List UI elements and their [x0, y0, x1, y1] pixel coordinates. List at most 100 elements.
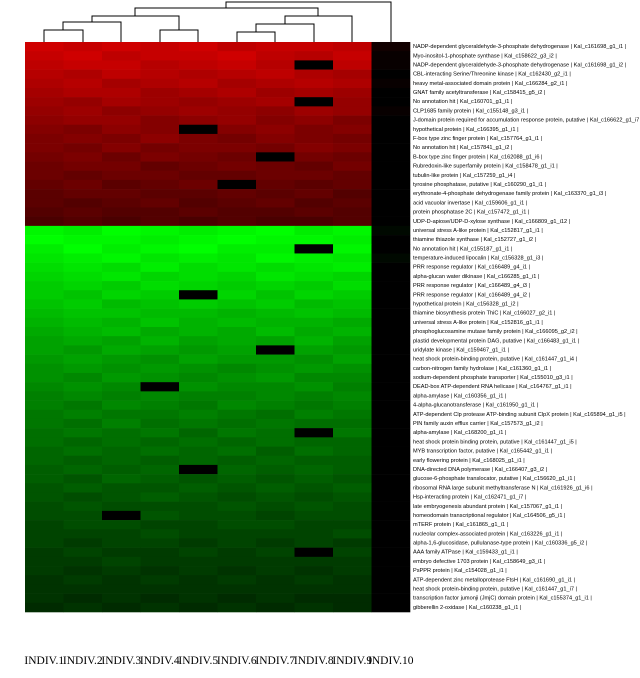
- row-label: plastid developmental protein DAG, putat…: [413, 338, 579, 344]
- heatmap-cell: [217, 281, 257, 291]
- heatmap-cell: [25, 143, 64, 153]
- heatmap-cell: [63, 547, 103, 558]
- heatmap-cell: [179, 42, 218, 52]
- row-label: temperature-induced lipocalin | Kal_c156…: [413, 256, 543, 262]
- heatmap-cell: [140, 290, 180, 300]
- heatmap-cell: [25, 170, 64, 181]
- heatmap-cell: [140, 372, 180, 383]
- heatmap-cell: [294, 179, 334, 190]
- heatmap-cell: [179, 235, 218, 245]
- heatmap-cell: [256, 409, 295, 420]
- heatmap-cell: [294, 124, 334, 135]
- heatmap-cell: [333, 566, 372, 576]
- heatmap-cell: [179, 474, 218, 484]
- row-label: erythronate-4-phosphate dehydrogenase fa…: [413, 191, 606, 197]
- row-label: ribosomal RNA large subunit methyltransf…: [413, 485, 593, 491]
- row-label: phosphoglucosamine mutase family protein…: [413, 329, 578, 335]
- heatmap-cell: [217, 391, 257, 401]
- heatmap-cell: [217, 106, 257, 116]
- heatmap-cell: [333, 161, 372, 172]
- heatmap-cell: [63, 207, 103, 217]
- heatmap-cell: [140, 483, 180, 493]
- heatmap-cell: [179, 290, 218, 300]
- heatmap-cell: [63, 345, 103, 355]
- heatmap-cell: [256, 400, 295, 411]
- column-label: INDIV.5: [178, 655, 218, 667]
- heatmap-cell: [333, 363, 372, 374]
- heatmap-cell: [256, 538, 295, 548]
- heatmap-cell: [256, 69, 295, 80]
- heatmap-cell: [140, 78, 180, 89]
- heatmap-cell: [333, 556, 372, 567]
- heatmap-cell: [25, 133, 64, 144]
- heatmap-cell: [256, 143, 295, 153]
- heatmap-cell: [179, 345, 218, 355]
- heatmap-cell: [333, 262, 372, 273]
- heatmap-cell: [217, 262, 257, 273]
- heatmap-cell: [63, 363, 103, 374]
- heatmap-cell: [140, 106, 180, 116]
- row-label: DNA-directed DNA polymerase | Kal_c16640…: [413, 467, 547, 473]
- heatmap-cell: [371, 372, 411, 383]
- heatmap-cell: [256, 345, 295, 355]
- column-label: INDIV.7: [255, 655, 295, 667]
- heatmap-cell: [25, 593, 64, 604]
- heatmap-cell: [102, 327, 141, 337]
- heatmap-cell: [140, 428, 180, 438]
- heatmap-cell: [179, 409, 218, 420]
- row-label: hypothetical protein | Kal_c166395_g1_i1…: [413, 127, 519, 133]
- heatmap-cell: [102, 501, 141, 512]
- heatmap-cell: [140, 51, 180, 61]
- heatmap-cell: [140, 547, 180, 558]
- row-label: protein phosphatase 2C | Kal_c157472_g1_…: [413, 210, 529, 216]
- heatmap-cell: [256, 271, 295, 282]
- heatmap-cell: [371, 464, 411, 475]
- heatmap-cell: [294, 51, 334, 61]
- heatmap-cell: [102, 299, 141, 309]
- heatmap-cell: [294, 372, 334, 383]
- heatmap-cell: [63, 400, 103, 411]
- heatmap-cell: [102, 584, 141, 594]
- heatmap-cell: [217, 409, 257, 420]
- heatmap-cell: [179, 556, 218, 567]
- heatmap-cell: [294, 244, 334, 254]
- heatmap-cell: [140, 602, 180, 613]
- heatmap-cell: [256, 262, 295, 273]
- heatmap-cell: [179, 106, 218, 116]
- heatmap-cell: [140, 69, 180, 80]
- heatmap-cell: [140, 345, 180, 355]
- heatmap-cell: [179, 115, 218, 126]
- heatmap-cell: [256, 483, 295, 493]
- heatmap-cell: [256, 317, 295, 328]
- heatmap-cell: [333, 189, 372, 199]
- heatmap-cell: [294, 584, 334, 594]
- heatmap-cell: [371, 455, 411, 466]
- heatmap-cell: [256, 152, 295, 162]
- heatmap-cell: [102, 345, 141, 355]
- heatmap-cell: [179, 382, 218, 392]
- heatmap-cell: [371, 409, 411, 420]
- heatmap-cell: [63, 428, 103, 438]
- heatmap-cell: [333, 336, 372, 346]
- heatmap-cell: [102, 336, 141, 346]
- heatmap-cell: [333, 391, 372, 401]
- heatmap-cell: [25, 327, 64, 337]
- heatmap-cell: [217, 97, 257, 107]
- heatmap-cell: [371, 290, 411, 300]
- heatmap-cell: [256, 253, 295, 263]
- heatmap-cell: [294, 538, 334, 548]
- heatmap-cell: [371, 566, 411, 576]
- row-label: alpha-glucan water dikinase | Kal_c16628…: [413, 274, 539, 280]
- heatmap-cell: [25, 556, 64, 567]
- heatmap-cell: [63, 244, 103, 254]
- column-label: INDIV.4: [140, 655, 180, 667]
- heatmap-cell: [333, 418, 372, 429]
- row-label: homeodomain transcriptional regulator | …: [413, 513, 565, 519]
- heatmap-cell: [371, 382, 411, 392]
- heatmap-cell: [217, 78, 257, 89]
- row-label: GNAT family acetyltransferase | Kal_c158…: [413, 90, 545, 96]
- row-label: ATP-dependent zinc metalloprotease FtsH …: [413, 577, 575, 583]
- column-label: INDIV.8: [294, 655, 334, 667]
- heatmap-cell: [333, 520, 372, 530]
